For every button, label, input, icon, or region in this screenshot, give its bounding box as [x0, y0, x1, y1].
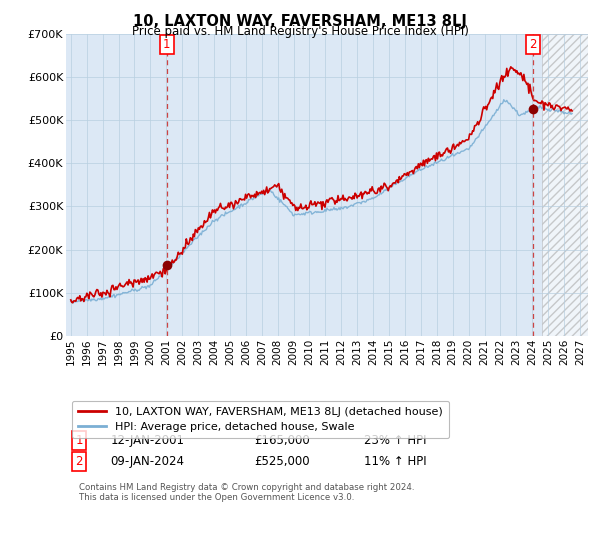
Text: £525,000: £525,000 [254, 455, 310, 468]
Legend: 10, LAXTON WAY, FAVERSHAM, ME13 8LJ (detached house), HPI: Average price, detach: 10, LAXTON WAY, FAVERSHAM, ME13 8LJ (det… [71, 400, 449, 438]
Text: 12-JAN-2001: 12-JAN-2001 [110, 434, 184, 447]
Text: 1: 1 [76, 434, 83, 447]
Text: 2: 2 [529, 38, 536, 51]
Text: 10, LAXTON WAY, FAVERSHAM, ME13 8LJ: 10, LAXTON WAY, FAVERSHAM, ME13 8LJ [133, 14, 467, 29]
Text: 09-JAN-2024: 09-JAN-2024 [110, 455, 184, 468]
Text: Price paid vs. HM Land Registry's House Price Index (HPI): Price paid vs. HM Land Registry's House … [131, 25, 469, 38]
Text: 1: 1 [163, 38, 170, 51]
Text: Contains HM Land Registry data © Crown copyright and database right 2024.
This d: Contains HM Land Registry data © Crown c… [79, 483, 415, 502]
Text: £165,000: £165,000 [254, 434, 310, 447]
Text: 2: 2 [76, 455, 83, 468]
Bar [542, 34, 598, 336]
Text: 23% ↑ HPI: 23% ↑ HPI [364, 434, 426, 447]
Text: 11% ↑ HPI: 11% ↑ HPI [364, 455, 426, 468]
